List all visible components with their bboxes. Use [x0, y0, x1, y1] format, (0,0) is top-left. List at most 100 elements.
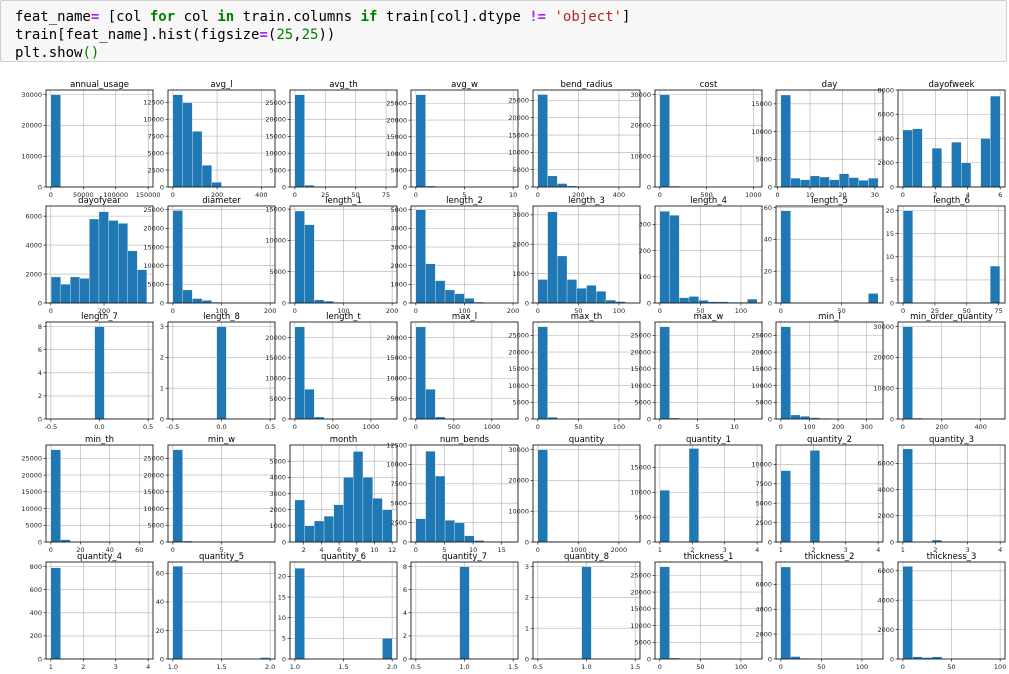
y-tick-label: 0: [890, 299, 894, 307]
x-tick-label: 25: [321, 191, 329, 199]
x-tick-label: 20: [838, 191, 846, 199]
y-tick-label: 25000: [265, 99, 286, 107]
histogram-bar: [839, 173, 850, 188]
histogram-bar: [858, 180, 869, 188]
y-tick-label: 4000: [877, 486, 894, 494]
histogram-subplot: min_th 0 20 40 60 0 5000 10000 15000 20000 25000: [21, 435, 154, 554]
histogram-bar: [961, 162, 972, 188]
x-tick-label: 500: [327, 423, 339, 431]
x-tick-label: 100: [803, 423, 815, 431]
histogram-subplot: quantity_7 0.5 1.0 1.5 0 2 4 6 8: [403, 552, 519, 671]
y-tick-label: 4000: [390, 225, 407, 233]
y-tick-label: 15000: [21, 488, 42, 496]
x-tick-label: 0.5: [533, 663, 543, 671]
y-tick-label: 8000: [877, 86, 894, 94]
y-tick-label: 4000: [877, 597, 894, 605]
subplot-title: quantity_6: [321, 552, 366, 562]
histogram-subplot: min_w 0 5 0 5000 10000 15000 20000 25000: [143, 435, 276, 554]
x-tick-label: 2.0: [387, 663, 397, 671]
y-tick-label: 12500: [386, 441, 407, 449]
histogram-subplot: avg_th 0 25 50 75 0 5000 10000 15000 20000 25000: [265, 80, 398, 199]
x-tick-label: 30: [871, 191, 879, 199]
y-tick-label: 0: [38, 415, 42, 423]
y-tick-label: 10000: [630, 622, 651, 630]
y-tick-label: 10000: [508, 382, 529, 390]
y-tick-label: 200: [30, 632, 42, 640]
y-tick-label: 25000: [143, 455, 164, 463]
y-tick-label: 10000: [873, 385, 894, 393]
y-tick-label: 0: [525, 415, 529, 423]
y-tick-label: 15000: [143, 243, 164, 251]
axes-frame: [167, 89, 276, 188]
histogram-subplot: annual_usage 0 50000 100000 150000 0 10000 2000…: [21, 80, 160, 199]
histogram-bar: [747, 298, 758, 304]
histogram-bar: [848, 177, 859, 188]
histogram-subplot: length_6 0 25 50 75 0 5 10 15 20: [886, 196, 1006, 315]
code-editor[interactable]: feat_name= [col for col in train.columns…: [15, 8, 630, 62]
y-tick-label: 400: [30, 609, 42, 617]
y-tick-label: 0: [890, 183, 894, 191]
axes-frame: [775, 205, 884, 304]
y-tick-label: 2: [38, 392, 42, 400]
y-tick-label: 0: [160, 183, 164, 191]
y-tick-label: 5000: [755, 156, 772, 164]
x-tick-label: 0: [171, 307, 175, 315]
histogram-bar: [425, 263, 436, 304]
y-tick-label: 3: [525, 563, 529, 571]
subplot-title: bend_radius: [561, 80, 614, 90]
y-tick-label: 0: [768, 655, 772, 663]
y-tick-label: 20000: [630, 588, 651, 596]
axes-frame: [410, 321, 519, 420]
x-tick-label: 0.0: [94, 423, 104, 431]
code-token: 25: [276, 27, 294, 43]
x-tick-label: 0: [414, 191, 418, 199]
x-tick-label: 40: [106, 546, 114, 554]
axes-frame: [897, 205, 1006, 304]
x-tick-label: 1.5: [338, 663, 348, 671]
y-tick-label: 15000: [508, 131, 529, 139]
y-tick-label: 0: [768, 299, 772, 307]
x-tick-label: 1.5: [216, 663, 226, 671]
code-token: 25: [301, 27, 319, 43]
y-tick-label: 200: [639, 247, 651, 255]
y-tick-label: 40: [764, 236, 772, 244]
y-tick-label: 6000: [25, 212, 42, 220]
x-tick-label: 4: [319, 546, 323, 554]
y-tick-label: 2000: [512, 241, 529, 249]
histogram-bar: [314, 299, 325, 304]
histogram-bar: [323, 515, 334, 543]
y-tick-label: 6000: [877, 460, 894, 468]
histogram-bar: [780, 210, 791, 304]
y-tick-label: 2000: [269, 506, 286, 514]
y-tick-label: 20000: [873, 354, 894, 362]
subplot-title: min_order_quantity: [910, 312, 993, 322]
y-tick-label: 15000: [386, 133, 407, 141]
subplot-title: month: [330, 435, 358, 445]
y-tick-label: 0: [160, 538, 164, 546]
y-tick-label: 15000: [508, 365, 529, 373]
x-tick-label: 50: [574, 423, 582, 431]
y-tick-label: 60: [156, 570, 164, 578]
y-tick-label: 5000: [390, 206, 407, 214]
axes-frame: [654, 205, 763, 304]
histogram-bar: [688, 448, 699, 543]
x-tick-label: 200: [98, 307, 110, 315]
histogram-bar: [659, 326, 670, 420]
x-tick-label: 500: [448, 423, 460, 431]
histogram-bar: [201, 165, 212, 188]
y-tick-label: 5000: [25, 522, 42, 530]
y-tick-label: 4: [403, 609, 407, 617]
histogram-bar: [605, 299, 616, 304]
y-tick-label: 0: [890, 415, 894, 423]
histogram-bar: [819, 176, 830, 188]
histogram-bar: [537, 94, 548, 188]
y-tick-label: 10000: [143, 115, 164, 123]
y-tick-label: 20000: [265, 116, 286, 124]
y-tick-label: 0: [768, 183, 772, 191]
code-cell-input[interactable]: feat_name= [col for col in train.columns…: [0, 0, 1007, 62]
histogram-bar: [50, 276, 61, 304]
y-tick-label: 20000: [630, 122, 651, 130]
histogram-subplot: quantity_3 1 2 3 4 0 2000 4000 6000: [877, 435, 1006, 554]
x-tick-label: 4: [998, 546, 1002, 554]
